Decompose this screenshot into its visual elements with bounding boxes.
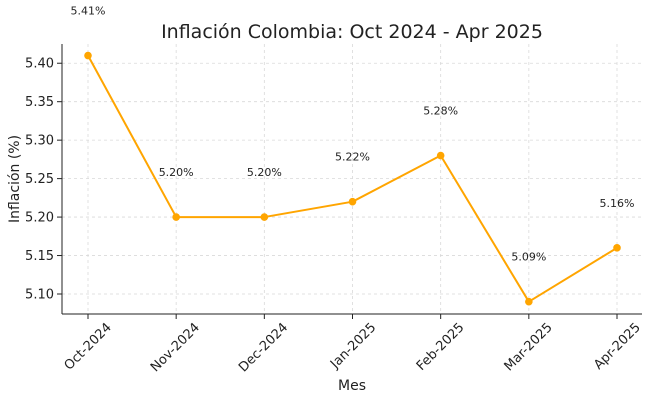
x-tick-label: Oct-2024 xyxy=(62,320,115,373)
chart-title: Inflación Colombia: Oct 2024 - Apr 2025 xyxy=(161,21,543,43)
data-label: 5.41% xyxy=(71,5,106,18)
data-point xyxy=(172,213,180,221)
data-label: 5.20% xyxy=(247,166,282,179)
x-axis-title: Mes xyxy=(338,378,366,394)
x-tick-label: Dec-2024 xyxy=(236,320,291,375)
data-point xyxy=(348,197,357,206)
x-tick-label: Mar-2025 xyxy=(502,320,556,374)
data-label: 5.22% xyxy=(335,151,370,164)
x-tick-label: Nov-2024 xyxy=(148,320,203,375)
data-point xyxy=(84,51,92,60)
y-tick-label: 5.15 xyxy=(25,249,54,264)
series xyxy=(84,51,621,306)
data-point xyxy=(260,213,269,221)
y-tick-label: 5.20 xyxy=(25,211,54,226)
data-point xyxy=(436,151,445,160)
y-axis-title: Inflación (%) xyxy=(7,135,23,223)
y-tick-label: 5.30 xyxy=(25,134,54,149)
grid xyxy=(62,44,642,314)
data-point xyxy=(525,297,533,306)
y-tick-label: 5.25 xyxy=(25,172,54,187)
data-label: 5.09% xyxy=(511,251,546,264)
x-tick-label: Apr-2025 xyxy=(591,320,644,373)
y-tick-label: 5.40 xyxy=(25,57,54,72)
x-tick-label: Feb-2025 xyxy=(414,320,468,374)
x-ticks: Oct-2024 Nov-2024 Dec-2024 Jan-2025 Feb-2025… xyxy=(62,314,644,375)
data-labels: 5.41% 5.20% 5.20% 5.22% 5.28% 5.09% 5.16% xyxy=(71,5,635,264)
y-tick-label: 5.10 xyxy=(25,288,54,303)
x-tick-label: Jan-2025 xyxy=(327,320,379,372)
data-label: 5.28% xyxy=(423,105,458,118)
y-tick-label: 5.35 xyxy=(25,95,54,110)
data-point xyxy=(613,244,621,252)
y-ticks: 5.10 5.15 5.20 5.25 5.30 5.35 5.40 xyxy=(25,57,62,303)
data-label: 5.20% xyxy=(159,166,194,179)
data-label: 5.16% xyxy=(600,197,635,210)
